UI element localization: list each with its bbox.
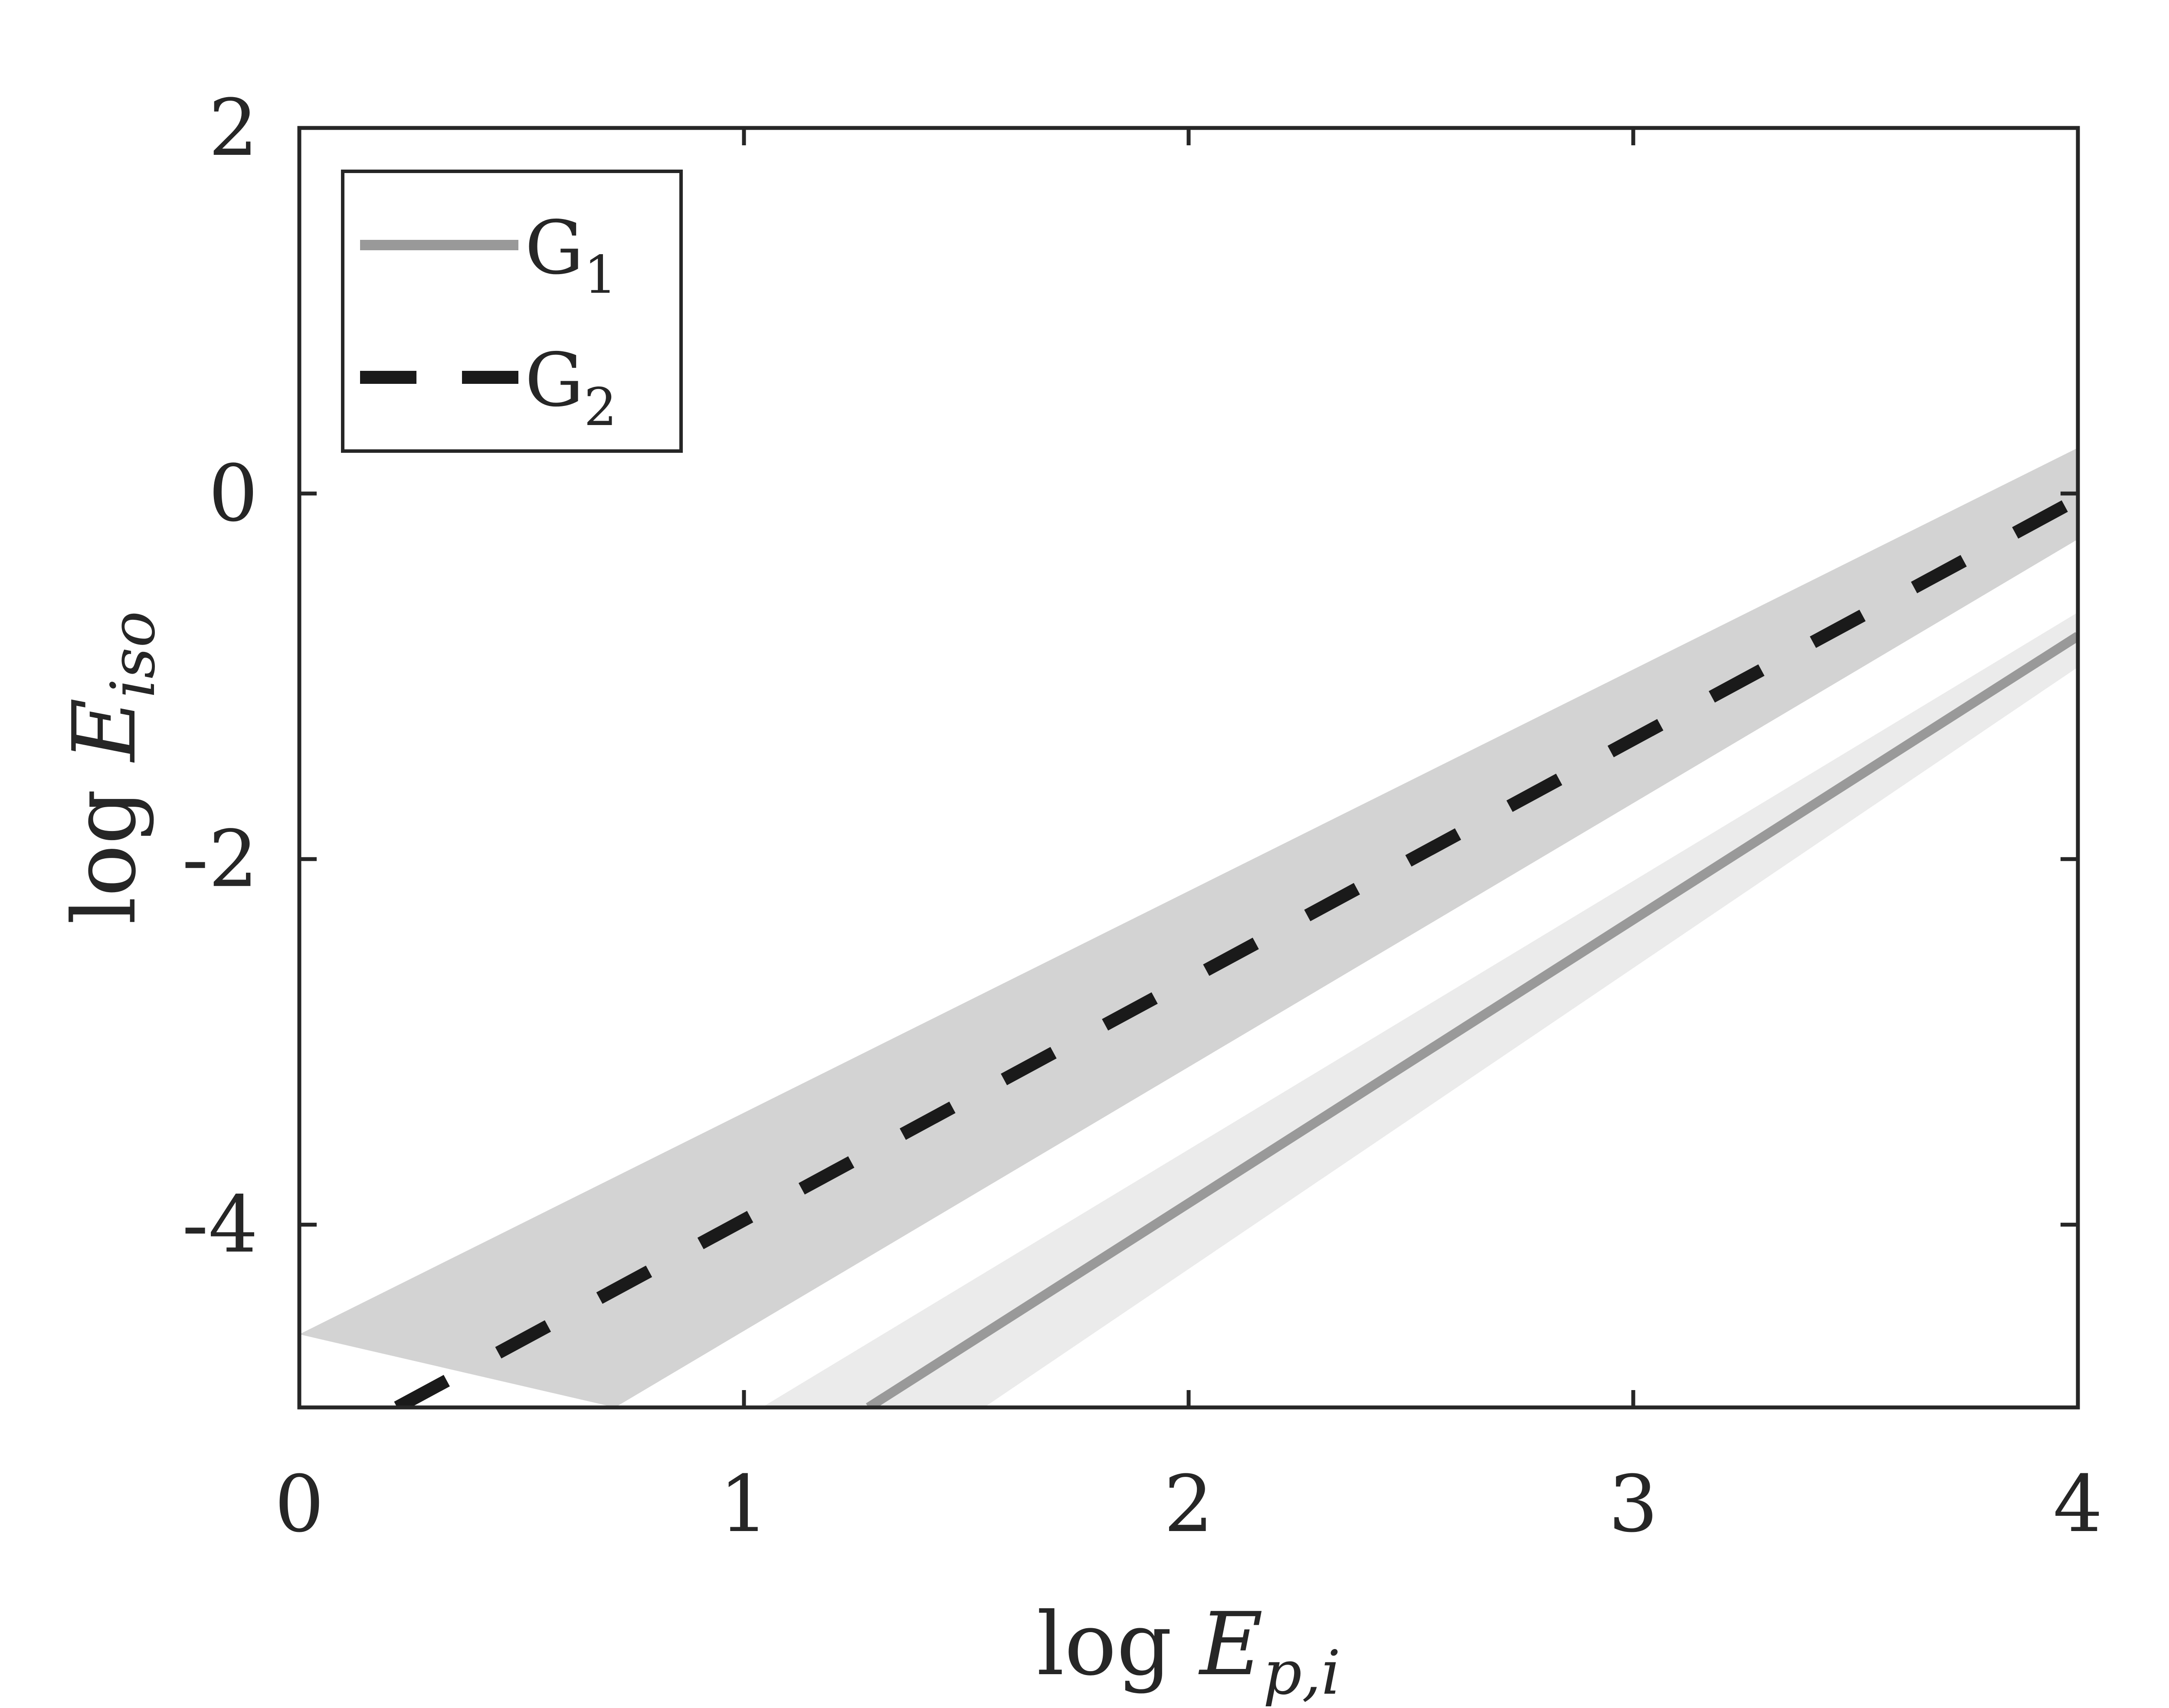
y-tick-label: -4 — [182, 1180, 258, 1270]
legend-label-g1: G1 — [525, 205, 617, 305]
line-g1 — [866, 632, 2078, 1407]
confidence-bands — [299, 448, 2078, 1407]
x-tick-label: 1 — [719, 1459, 769, 1550]
series-lines — [394, 493, 2078, 1407]
band-g2 — [299, 448, 2078, 1407]
band-g1 — [762, 612, 2078, 1407]
y-tick-label: 2 — [208, 83, 258, 173]
x-tick-label: 3 — [1609, 1459, 1658, 1550]
legend-box — [341, 170, 683, 453]
legend-label-g2: G2 — [525, 337, 617, 438]
line-g2 — [394, 493, 2078, 1407]
y-tick-label: 0 — [208, 448, 258, 539]
x-tick-label: 4 — [2053, 1459, 2103, 1550]
x-tick-label: 0 — [275, 1459, 324, 1550]
y-tick-label: -2 — [182, 814, 258, 905]
x-tick-label: 2 — [1164, 1459, 1214, 1550]
y-axis-label: log Eiso — [54, 611, 169, 925]
x-axis-label: log Ep,i — [1037, 1594, 1341, 1708]
axes: 0 1 2 3 4 -4 -2 0 2 log Ep,i log Eiso — [54, 83, 2103, 1708]
